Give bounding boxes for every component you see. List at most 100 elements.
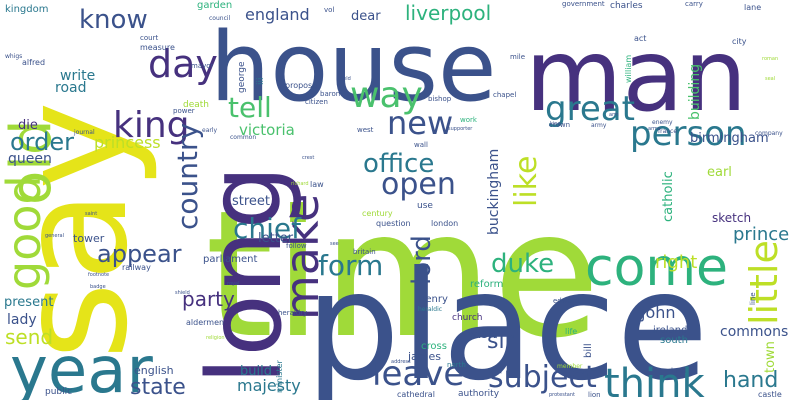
- word-queen: queen: [8, 151, 52, 167]
- word-liverpool: liverpool: [405, 1, 491, 25]
- word-state: state: [130, 375, 186, 400]
- word-order: order: [10, 128, 74, 156]
- word-like: like: [509, 156, 544, 207]
- word-person: person: [630, 114, 747, 154]
- word-britain: britain: [353, 248, 376, 256]
- word-sir: sir: [487, 329, 515, 354]
- word-know: know: [79, 5, 148, 35]
- word-follow: follow: [286, 242, 307, 250]
- word-measure: measure: [140, 43, 175, 52]
- word-appear: appear: [97, 240, 182, 268]
- word-citizen: citizen: [305, 98, 328, 106]
- word-vol: vol: [324, 6, 334, 14]
- word-general: general: [45, 233, 64, 239]
- word-way: way: [350, 75, 423, 116]
- word-form: form: [318, 249, 383, 282]
- word-mile: mile: [510, 53, 525, 61]
- word-army: army: [591, 122, 607, 129]
- word-edward: edward: [553, 297, 579, 305]
- word-princess: princess: [94, 133, 161, 152]
- word-catholic: catholic: [661, 171, 676, 222]
- word-leave: leave: [372, 354, 464, 394]
- word-john: john: [640, 303, 676, 322]
- word-write: write: [60, 68, 95, 84]
- word-tower: tower: [73, 232, 105, 245]
- word-land: land: [671, 367, 686, 375]
- word-court: court: [140, 34, 158, 42]
- word-come: come: [585, 238, 728, 298]
- word-seal: seal: [765, 76, 775, 82]
- word-victoria: victoria: [239, 121, 295, 139]
- word-commons: commons: [720, 324, 788, 340]
- word-chapel: chapel: [493, 91, 516, 99]
- word-government: government: [562, 0, 605, 8]
- word-william: william: [624, 55, 633, 83]
- word-charles: charles: [610, 1, 643, 11]
- word-work: work: [460, 116, 478, 124]
- word-aldermen: aldermen: [186, 318, 224, 327]
- word-protestant: protestant: [549, 392, 575, 398]
- word-early: early: [202, 127, 218, 134]
- word-build: build: [240, 364, 272, 379]
- word-north: north: [447, 361, 466, 369]
- word-send: send: [5, 325, 53, 349]
- word-garden: garden: [197, 0, 232, 11]
- word-cathedral: cathedral: [397, 390, 435, 399]
- word-lord: lord: [407, 235, 437, 285]
- word-english: english: [134, 364, 174, 377]
- word-year: year: [10, 334, 153, 400]
- word-crest: crest: [302, 155, 314, 161]
- word-address: address: [391, 359, 411, 365]
- word-castle: castle: [758, 390, 782, 399]
- word-council: council: [209, 15, 231, 22]
- word-field: field: [340, 76, 351, 82]
- word-right: right: [655, 252, 697, 273]
- word-street: street: [232, 194, 270, 209]
- word-time: time: [205, 174, 600, 377]
- word-subject: subject: [488, 360, 597, 395]
- word-party: party: [182, 287, 235, 311]
- word-henry: henry: [419, 294, 448, 305]
- word-iii: iii: [256, 77, 266, 85]
- word-supporter: supporter: [448, 126, 473, 132]
- word-law: law: [310, 180, 324, 189]
- word-house: house: [210, 13, 496, 123]
- word-place: place: [305, 240, 709, 400]
- word-see: see: [330, 241, 339, 247]
- word-long: long: [186, 165, 305, 385]
- word-make: make: [275, 194, 329, 320]
- word-sketch: sketch: [712, 211, 751, 225]
- word-great: great: [545, 89, 635, 129]
- word-heraldic: heraldic: [418, 306, 442, 313]
- word-arms: arms: [648, 126, 661, 132]
- word-man: man: [525, 17, 747, 134]
- word-london: london: [431, 219, 458, 228]
- word-alfred: alfred: [22, 58, 45, 67]
- word-day: day: [148, 42, 218, 86]
- word-earl: earl: [707, 165, 732, 180]
- word-duke: duke: [491, 249, 554, 279]
- word-road: road: [55, 80, 86, 96]
- word-building: building: [687, 64, 703, 120]
- word-good: good: [0, 175, 51, 290]
- word-church: church: [452, 313, 483, 323]
- word-common: common: [230, 134, 256, 141]
- word-france: france: [658, 128, 677, 135]
- word-saint: saint: [85, 211, 97, 217]
- word-kingdom: kingdom: [5, 4, 48, 15]
- word-crown: crown: [549, 121, 570, 129]
- word-religion: religion: [206, 335, 225, 341]
- word-england: england: [245, 5, 310, 24]
- word-hand: hand: [723, 368, 778, 393]
- word-chief: chief: [233, 212, 302, 245]
- word-carry: carry: [685, 0, 703, 8]
- word-authority: authority: [458, 389, 500, 399]
- word-new: new: [387, 104, 453, 142]
- word-death: death: [183, 100, 209, 110]
- word-lane: lane: [744, 3, 761, 12]
- word-office: office: [363, 149, 434, 179]
- word-century: century: [362, 209, 393, 218]
- word-old: old: [0, 120, 64, 205]
- word-badge: badge: [90, 284, 106, 290]
